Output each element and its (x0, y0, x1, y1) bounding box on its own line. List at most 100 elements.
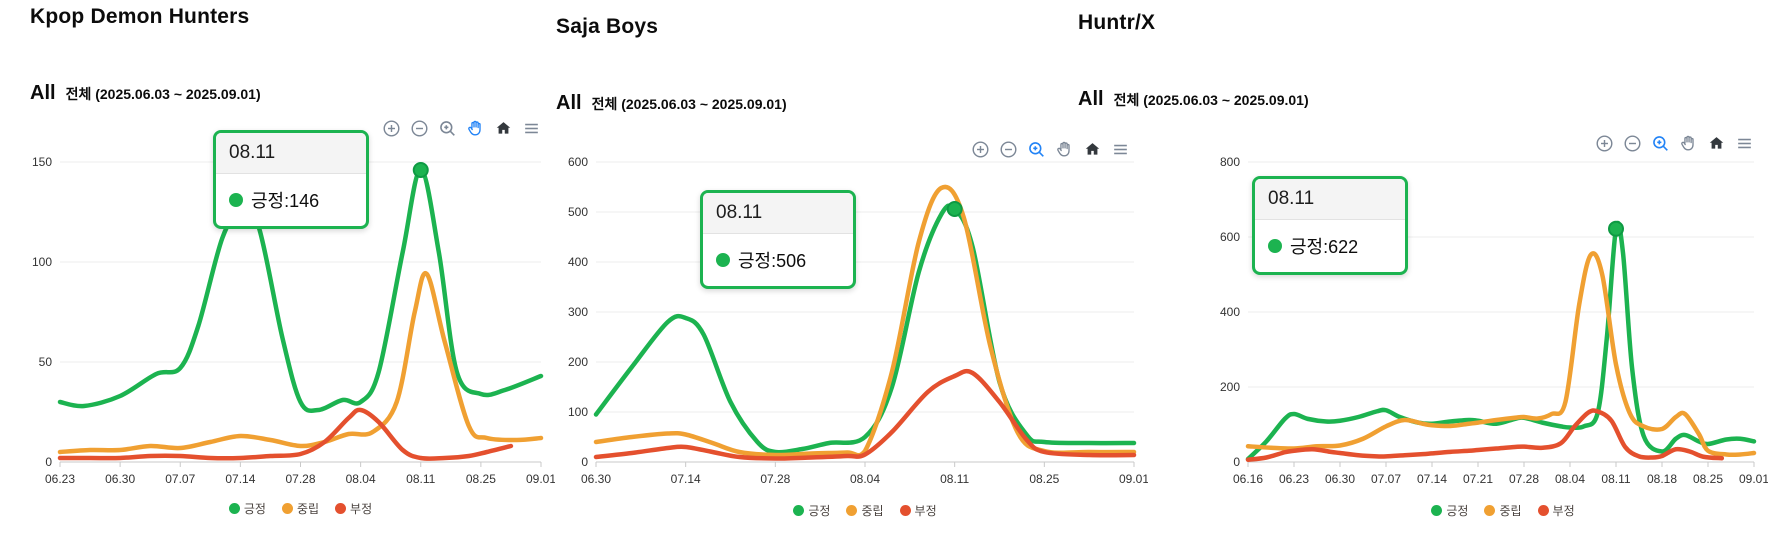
tooltip-entry-text: 긍정:622 (1290, 237, 1359, 257)
svg-text:600: 600 (1220, 230, 1240, 244)
legend-item-neutral[interactable]: 중립 (846, 502, 884, 519)
subtitle-all-label: All (30, 82, 56, 104)
legend-item-neutral[interactable]: 중립 (281, 500, 320, 517)
chart-toolbar (1595, 134, 1754, 153)
tooltip-entry: 긍정:622 (1255, 220, 1405, 272)
svg-text:07.14: 07.14 (671, 472, 701, 486)
tooltip-date: 08.11 (1255, 179, 1405, 220)
svg-text:06.30: 06.30 (1325, 472, 1355, 486)
svg-text:800: 800 (1220, 155, 1240, 169)
legend-item-negative[interactable]: 부정 (899, 502, 937, 519)
tooltip: 08.11 긍정:622 (1252, 176, 1408, 275)
legend-item-positive[interactable]: 긍정 (228, 500, 266, 517)
tooltip-date: 08.11 (703, 193, 853, 234)
legend-label: 긍정 (243, 502, 266, 516)
legend-item-neutral[interactable]: 중립 (1484, 502, 1522, 519)
page-title: Kpop Demon Hunters (30, 5, 250, 28)
svg-text:06.30: 06.30 (105, 472, 135, 486)
svg-text:06.16: 06.16 (1233, 472, 1263, 486)
zoom-out-icon[interactable] (410, 119, 429, 138)
tooltip: 08.11 긍정:506 (700, 190, 856, 289)
svg-text:09.01: 09.01 (1739, 472, 1768, 486)
svg-text:600: 600 (568, 155, 588, 169)
svg-text:08.04: 08.04 (1555, 472, 1585, 486)
zoom-in-icon[interactable] (382, 119, 401, 138)
pan-hand-icon[interactable] (1055, 140, 1074, 159)
legend-item-negative[interactable]: 부정 (335, 500, 372, 517)
svg-text:06.23: 06.23 (1279, 472, 1309, 486)
tooltip-entry-text: 긍정:146 (251, 191, 320, 211)
line-chart-plot[interactable]: 0 200 400 600 800 06.16 06.23 06.30 07.07 07.14 07… (1208, 148, 1768, 496)
svg-text:07.07: 07.07 (1371, 472, 1401, 486)
svg-text:08.11: 08.11 (940, 472, 969, 486)
svg-text:500: 500 (568, 205, 588, 219)
zoom-select-icon[interactable] (1027, 140, 1046, 159)
zoom-out-icon[interactable] (1623, 134, 1642, 153)
svg-text:100: 100 (568, 405, 588, 419)
zoom-in-icon[interactable] (971, 140, 990, 159)
chart-toolbar (382, 119, 541, 138)
line-chart-plot[interactable]: 0 50 100 150 06.23 06.30 07.07 07.14 07.28 08.04 0… (20, 148, 555, 496)
svg-text:07.07: 07.07 (165, 472, 195, 486)
svg-text:150: 150 (32, 155, 52, 169)
svg-text:400: 400 (1220, 305, 1240, 319)
chart-legend: 긍정 중립 부정 (596, 502, 1134, 519)
menu-icon[interactable] (1111, 140, 1130, 159)
pan-hand-icon[interactable] (466, 119, 485, 138)
chart-subtitle: All 전체 (2025.06.03 ~ 2025.09.01) (1078, 88, 1309, 111)
menu-icon[interactable] (522, 119, 541, 138)
zoom-out-icon[interactable] (999, 140, 1018, 159)
svg-text:08.11: 08.11 (406, 472, 435, 486)
neutral-dot-icon (846, 505, 858, 516)
subtitle-all-label: All (556, 92, 582, 114)
tooltip-entry-text: 긍정:506 (738, 251, 807, 271)
home-icon[interactable] (1083, 140, 1102, 159)
home-icon[interactable] (494, 119, 513, 138)
legend-item-negative[interactable]: 부정 (1537, 502, 1575, 519)
svg-text:08.11: 08.11 (1601, 472, 1630, 486)
line-chart-plot[interactable]: 0 100 200 300 400 500 600 06.30 07.14 07.28 08.04 0… (556, 148, 1148, 496)
negative-dot-icon (1537, 505, 1549, 516)
legend-item-positive[interactable]: 긍정 (793, 502, 830, 519)
svg-text:07.28: 07.28 (760, 472, 790, 486)
positive-dot-icon (228, 503, 240, 514)
legend-label: 긍정 (808, 504, 831, 518)
svg-text:0: 0 (45, 455, 52, 469)
chart-panel-huntrx: Huntr/X All 전체 (2025.06.03 ~ 2025.09.01)… (1078, 6, 1781, 518)
subtitle-all-label: All (1078, 88, 1104, 110)
legend-label: 중립 (296, 502, 320, 516)
svg-text:200: 200 (1220, 380, 1240, 394)
zoom-select-icon[interactable] (438, 119, 457, 138)
positive-dot-icon (793, 505, 805, 516)
neutral-dot-icon (281, 503, 293, 514)
positive-series-dot (229, 193, 243, 207)
negative-dot-icon (899, 505, 911, 516)
zoom-in-icon[interactable] (1595, 134, 1614, 153)
menu-icon[interactable] (1735, 134, 1754, 153)
negative-dot-icon (335, 503, 347, 514)
legend-item-positive[interactable]: 긍정 (1431, 502, 1468, 519)
positive-series-dot (716, 253, 730, 267)
svg-text:200: 200 (568, 355, 588, 369)
svg-text:07.21: 07.21 (1463, 472, 1493, 486)
page-title: Saja Boys (556, 15, 659, 38)
svg-text:07.28: 07.28 (1509, 472, 1539, 486)
svg-text:07.14: 07.14 (1417, 472, 1447, 486)
svg-text:06.30: 06.30 (581, 472, 611, 486)
legend-label: 부정 (914, 504, 937, 518)
svg-text:300: 300 (568, 305, 588, 319)
subtitle-date-range: 전체 (2025.06.03 ~ 2025.09.01) (591, 96, 787, 112)
subtitle-date-range: 전체 (2025.06.03 ~ 2025.09.01) (1113, 92, 1309, 108)
chart-subtitle: All 전체 (2025.06.03 ~ 2025.09.01) (30, 82, 261, 105)
pan-hand-icon[interactable] (1679, 134, 1698, 153)
svg-text:09.01: 09.01 (1119, 472, 1148, 486)
legend-label: 긍정 (1446, 504, 1469, 518)
legend-label: 중립 (861, 504, 884, 518)
zoom-select-icon[interactable] (1651, 134, 1670, 153)
positive-dot-icon (1431, 505, 1443, 516)
svg-text:0: 0 (581, 455, 588, 469)
subtitle-date-range: 전체 (2025.06.03 ~ 2025.09.01) (65, 86, 261, 102)
legend-label: 중립 (1499, 504, 1522, 518)
page-title: Huntr/X (1078, 11, 1156, 34)
home-icon[interactable] (1707, 134, 1726, 153)
